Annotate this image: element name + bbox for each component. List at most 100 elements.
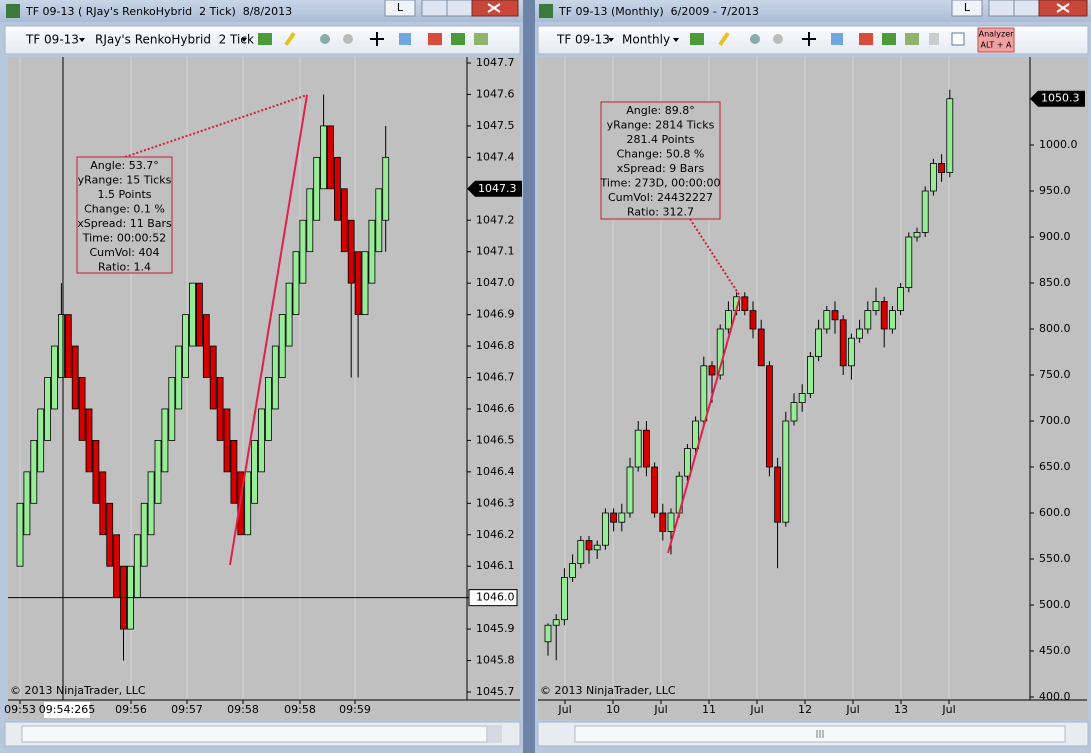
x-tick-label: 09:58 — [284, 703, 316, 716]
x-tick-label: 10 — [606, 703, 620, 716]
close-icon — [1056, 3, 1070, 13]
link-button-label[interactable]: L — [964, 1, 971, 14]
candle-body — [626, 466, 634, 514]
tool-info-line: CumVol: 404 — [89, 246, 159, 259]
candle-body — [333, 156, 341, 221]
y-tick-label: 1047.7 — [476, 56, 515, 69]
toolbar-icons[interactable] — [690, 32, 965, 46]
instrument-selector[interactable]: TF 09-13 — [25, 33, 79, 47]
last-price-marker — [1030, 90, 1085, 107]
candle-body — [37, 408, 45, 473]
candle-body — [823, 310, 831, 330]
candle-body — [544, 624, 552, 643]
y-tick-label: 1046.6 — [476, 402, 515, 415]
link-button[interactable] — [384, 0, 416, 17]
analyzer-shortcut[interactable]: ALT + A — [981, 41, 1013, 50]
y-tick-label: 550.0 — [1039, 552, 1071, 565]
minimize-button[interactable] — [988, 0, 1015, 17]
x-tick-label: 09:59 — [339, 703, 371, 716]
candle-body — [251, 439, 259, 504]
candle-body — [71, 345, 79, 410]
candle-body — [569, 563, 576, 578]
period-selector[interactable]: RJay's RenkoHybrid 2 Tick — [95, 33, 254, 47]
candle-body — [230, 439, 238, 504]
candle-body — [44, 377, 51, 441]
candle-body — [133, 534, 141, 599]
link-button-label[interactable]: L — [397, 1, 404, 14]
crosshair-price-box — [468, 589, 518, 607]
candle-body — [930, 162, 937, 192]
maximize-button[interactable] — [1013, 0, 1040, 17]
candle-body — [271, 345, 279, 410]
candle-body — [831, 310, 839, 321]
y-tick-label: 450.0 — [1039, 644, 1071, 657]
dropdown-arrow — [608, 38, 614, 42]
candle-body — [16, 502, 24, 567]
y-tick-label: 1045.8 — [476, 654, 515, 667]
candle-body — [23, 471, 31, 536]
candle-body — [327, 125, 334, 190]
tool-connector — [689, 218, 741, 297]
candle-body — [92, 439, 100, 504]
candle-body — [798, 392, 806, 403]
candle-body — [182, 314, 190, 378]
y-tick-label: 1045.9 — [476, 622, 515, 635]
link-button[interactable] — [951, 0, 983, 17]
instrument-selector[interactable]: TF 09-13 — [556, 33, 610, 47]
candle-body — [161, 408, 169, 473]
candle-body — [140, 502, 148, 567]
candle-body — [667, 512, 675, 532]
candle-body — [223, 408, 231, 473]
candle-body — [946, 98, 954, 173]
last-price-marker — [467, 180, 522, 197]
minimize-button[interactable] — [421, 0, 448, 17]
tool-info-line: Ratio: 1.4 — [98, 261, 151, 274]
y-tick-label: 850.0 — [1039, 276, 1071, 289]
dropdown-arrow — [241, 38, 247, 42]
candle-body — [913, 231, 921, 238]
candle-body — [725, 310, 732, 330]
candle-body — [790, 402, 798, 422]
y-tick-label: 800.0 — [1039, 322, 1071, 335]
candle-body — [552, 619, 560, 626]
candle-body — [856, 328, 863, 339]
candle-body — [30, 439, 38, 504]
toolbar-icons[interactable] — [258, 32, 488, 46]
x-tick-label: 13 — [894, 703, 908, 716]
y-tick-label: 1046.1 — [476, 559, 515, 572]
candle-body — [782, 420, 790, 523]
y-tick-label: 900.0 — [1039, 230, 1071, 243]
dropdown-arrow — [79, 38, 85, 42]
candle-body — [189, 282, 196, 347]
candle-body — [147, 471, 155, 536]
candle-body — [634, 429, 642, 468]
candle-body — [85, 408, 93, 473]
candle-body — [347, 219, 355, 284]
candle-body — [716, 328, 724, 376]
x-tick-label: Jul — [845, 703, 859, 716]
candle-body — [643, 429, 650, 468]
analyzer-button[interactable] — [977, 27, 1015, 53]
candle-body — [815, 328, 822, 358]
maximize-button[interactable] — [446, 0, 473, 17]
candle-body — [757, 328, 765, 367]
x-tick-label: 12 — [798, 703, 812, 716]
scroll-button[interactable] — [488, 725, 502, 743]
analyzer-label[interactable]: Analyzer — [979, 30, 1015, 39]
tool-info-line: Change: 0.1 % — [84, 203, 165, 216]
tool-info-line: xSpread: 9 Bars — [617, 162, 705, 175]
scroll-thumb[interactable] — [21, 725, 488, 743]
scroll-grip — [816, 730, 824, 738]
candle-body — [299, 219, 307, 284]
candle-body — [51, 345, 58, 410]
period-selector[interactable]: Monthly — [622, 33, 670, 47]
copyright: © 2013 NinjaTrader, LLC — [10, 684, 146, 697]
app-icon — [6, 4, 20, 18]
tool-info-line: yRange: 2814 Ticks — [607, 119, 715, 132]
candle-body — [306, 188, 314, 253]
x-tick-label: Jul — [653, 703, 667, 716]
candle-body — [375, 188, 383, 253]
candle-body — [938, 162, 945, 173]
candle-body — [278, 314, 286, 378]
